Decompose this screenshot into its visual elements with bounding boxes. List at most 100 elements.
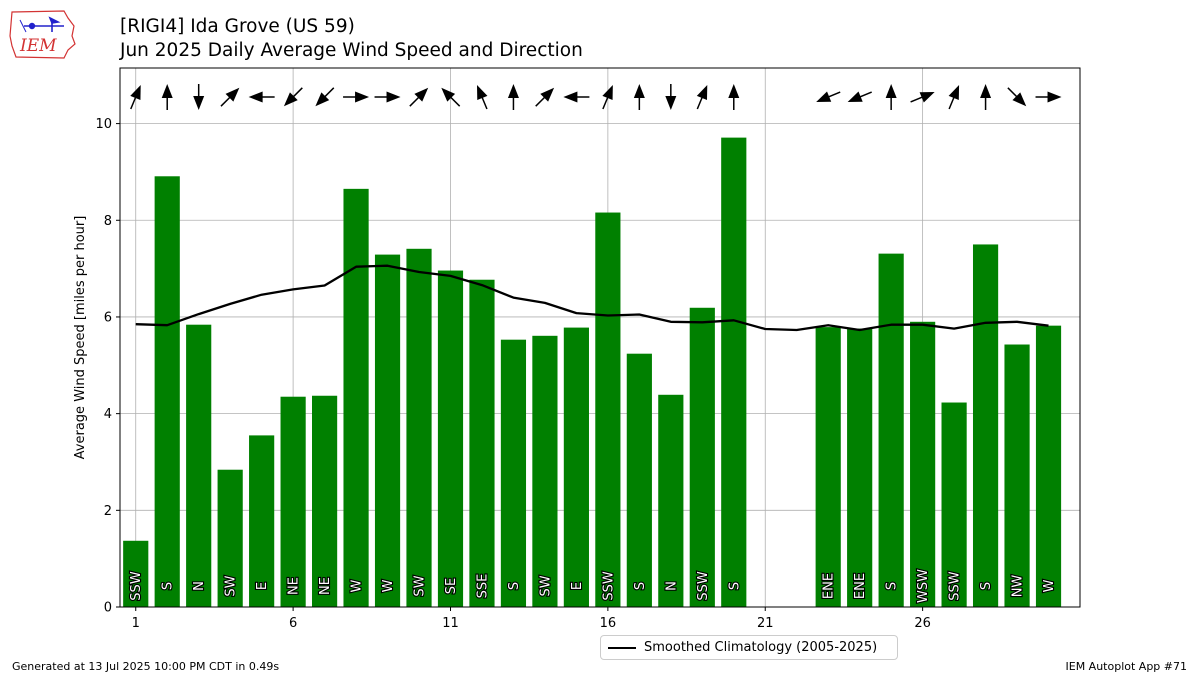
bar-day-1 — [123, 540, 149, 607]
direction-label-day-9: W — [381, 579, 396, 592]
x-tick-label-21: 21 — [757, 616, 774, 631]
wind-arrow-head-day-4 — [225, 87, 240, 102]
weather-station-icon — [19, 16, 64, 33]
wind-arrow-head-day-28 — [980, 84, 992, 99]
wind-arrow-head-day-14 — [540, 87, 555, 102]
chart-title: [RIGI4] Ida Grove (US 59) — [120, 16, 355, 37]
x-tick-label-26: 26 — [914, 616, 931, 631]
wind-arrow-head-day-29 — [1012, 92, 1027, 107]
bar-day-13 — [500, 339, 527, 607]
direction-label-day-15: E — [570, 582, 585, 590]
wind-arrow-head-day-8 — [355, 91, 370, 103]
direction-label-day-10: SW — [413, 575, 428, 596]
y-tick-label-4: 4 — [104, 407, 112, 422]
wind-arrow-head-day-17 — [633, 84, 645, 99]
wind-arrow-day-11 — [441, 87, 461, 107]
bar-day-4 — [217, 469, 243, 607]
wind-arrow-day-15 — [563, 91, 590, 103]
bar-day-9 — [374, 254, 401, 607]
direction-label-day-28: S — [979, 582, 994, 590]
wind-arrow-head-day-16 — [602, 84, 613, 101]
bar-day-26 — [910, 321, 936, 607]
bar-day-20 — [721, 137, 747, 607]
direction-label-day-5: E — [255, 582, 270, 590]
bar-day-5 — [249, 435, 275, 607]
wind-arrow-head-day-18 — [665, 96, 677, 111]
wind-arrow-day-18 — [665, 84, 677, 111]
bar-day-8 — [343, 188, 369, 607]
x-tick-label-16: 16 — [600, 616, 617, 631]
wind-arrow-day-19 — [696, 84, 708, 110]
direction-label-day-12: SSE — [475, 574, 490, 599]
direction-label-day-19: SSW — [696, 571, 711, 601]
wind-arrow-day-10 — [409, 87, 429, 107]
wind-arrow-head-day-30 — [1047, 91, 1062, 103]
direction-label-day-29: NW — [1011, 575, 1026, 598]
bar-day-28 — [972, 244, 999, 607]
wind-arrows-layer — [130, 84, 1062, 111]
x-tick-label-6: 6 — [289, 616, 297, 631]
wind-arrow-day-5 — [248, 91, 275, 103]
footer-generated: Generated at 13 Jul 2025 10:00 PM CDT in… — [12, 660, 280, 673]
wind-arrow-head-day-23 — [816, 91, 832, 102]
bar-day-24 — [847, 328, 873, 607]
bars-layer — [123, 137, 1062, 608]
direction-label-day-8: W — [350, 579, 365, 592]
wind-arrow-day-29 — [1007, 87, 1027, 107]
chart-subtitle: Jun 2025 Daily Average Wind Speed and Di… — [120, 40, 583, 61]
wind-arrow-day-2 — [161, 84, 173, 111]
wind-arrow-day-6 — [283, 87, 303, 107]
bar-day-30 — [1035, 325, 1062, 607]
bar-day-7 — [312, 395, 338, 607]
direction-label-day-13: S — [507, 582, 522, 590]
climatology-layer — [135, 264, 1049, 332]
direction-label-day-16: SSW — [601, 571, 616, 601]
bar-day-18 — [658, 394, 684, 607]
bar-day-12 — [469, 279, 495, 607]
footer-app: IEM Autoplot App #71 — [1065, 660, 1188, 673]
bar-day-19 — [689, 307, 715, 607]
y-tick-label-2: 2 — [104, 504, 112, 519]
wind-arrow-head-day-12 — [476, 84, 488, 101]
logo-text: IEM — [19, 36, 57, 56]
wind-arrow-head-day-19 — [696, 84, 708, 101]
wind-arrow-head-day-26 — [919, 92, 935, 103]
wind-arrow-head-day-15 — [563, 91, 578, 103]
bar-day-25 — [878, 253, 904, 607]
x-tick-label-11: 11 — [442, 616, 459, 631]
wind-arrow-head-day-1 — [130, 84, 141, 101]
wind-arrow-day-9 — [374, 91, 401, 103]
plot-frame — [119, 67, 1081, 608]
wind-arrow-head-day-27 — [948, 84, 960, 101]
direction-label-day-17: S — [633, 582, 648, 590]
wind-arrow-head-day-20 — [728, 84, 740, 99]
bar-day-27 — [941, 402, 967, 607]
wind-arrow-day-7 — [315, 87, 335, 107]
wind-arrow-head-day-10 — [414, 87, 429, 102]
bar-day-11 — [437, 270, 464, 607]
wind-arrow-day-20 — [728, 84, 740, 111]
direction-label-day-4: SW — [224, 575, 239, 596]
direction-label-day-2: S — [161, 582, 176, 590]
bar-day-23 — [815, 327, 841, 607]
wind-arrow-head-day-13 — [507, 84, 519, 99]
direction-label-day-23: ENE — [822, 573, 837, 599]
direction-label-day-11: SE — [444, 578, 459, 594]
wind-arrow-day-3 — [193, 84, 205, 111]
direction-labels-layer: SSW S N SW E NE NE W W SW SE SSE S SW E SSW S N SSW S ENE ENE… — [128, 568, 1058, 604]
direction-label-day-27: SSW — [948, 571, 963, 601]
bar-day-2 — [154, 176, 180, 608]
y-axis-label: Average Wind Speed [miles per hour] — [73, 216, 88, 460]
bar-day-29 — [1004, 344, 1030, 607]
direction-label-day-24: ENE — [853, 573, 868, 599]
wind-arrow-head-day-7 — [315, 92, 330, 107]
wind-arrow-head-day-11 — [441, 87, 456, 102]
wind-arrow-day-25 — [885, 84, 897, 111]
wind-arrow-head-day-6 — [283, 92, 298, 107]
legend-swatch-climatology — [608, 646, 636, 649]
bar-day-3 — [186, 324, 212, 607]
wind-arrow-head-day-9 — [386, 91, 401, 103]
direction-label-day-30: W — [1042, 579, 1057, 592]
